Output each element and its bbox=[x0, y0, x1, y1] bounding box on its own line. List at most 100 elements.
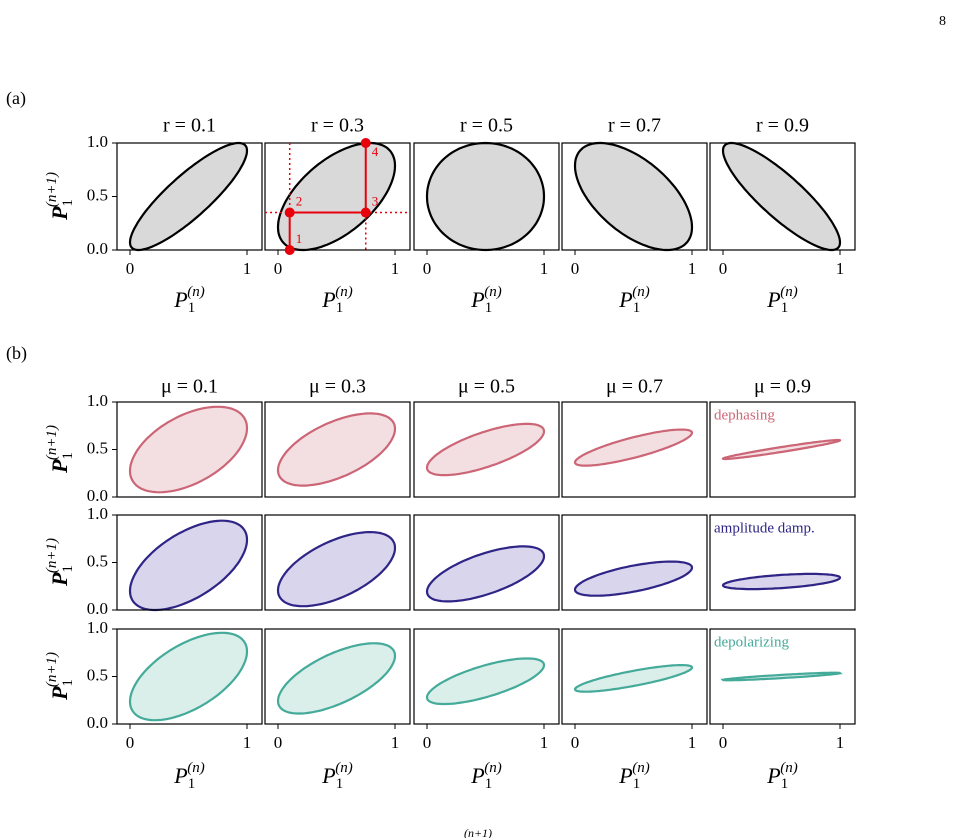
label-sup: (n) bbox=[335, 284, 353, 300]
ellipse-curve bbox=[573, 428, 694, 467]
y-tick-label: 0.5 bbox=[87, 665, 108, 684]
ellipse-curve bbox=[573, 560, 694, 597]
label-sup: (n) bbox=[632, 760, 650, 776]
panel-title: r = 0.5 bbox=[460, 115, 513, 137]
panel-title: μ = 0.7 bbox=[606, 376, 663, 398]
y-tick-label: 1.0 bbox=[87, 504, 108, 523]
axes-frame bbox=[709, 514, 856, 611]
ellipse-curve bbox=[721, 141, 842, 252]
ellipse-curve bbox=[425, 657, 546, 706]
ellipse-curve bbox=[573, 664, 694, 693]
axes-frame bbox=[264, 628, 411, 725]
y-tick-label: 0.0 bbox=[87, 599, 108, 618]
y-tick-label: 1.0 bbox=[87, 391, 108, 410]
x-tick-label: 0 bbox=[423, 259, 432, 278]
label-base: P bbox=[321, 763, 335, 788]
point-label: 2 bbox=[296, 194, 303, 209]
point-label: 4 bbox=[372, 144, 379, 159]
panel-label: (b) bbox=[6, 343, 27, 364]
axes-frame bbox=[413, 142, 560, 251]
label-sup: (n) bbox=[187, 760, 205, 776]
panel-title: μ = 0.1 bbox=[161, 376, 218, 398]
label-base: P bbox=[173, 287, 187, 312]
x-tick-label: 1 bbox=[243, 259, 252, 278]
cobweb-point bbox=[360, 207, 371, 218]
x-axis-label: P1(n) bbox=[173, 760, 204, 792]
label-base: P bbox=[470, 763, 484, 788]
row-label: depolarizing bbox=[714, 634, 789, 650]
label-base: P bbox=[47, 459, 72, 474]
ellipse-curve bbox=[721, 572, 842, 591]
caption-fragment: (n+1) bbox=[464, 826, 492, 838]
label-base: P bbox=[173, 763, 187, 788]
label-sub: 1 bbox=[336, 776, 344, 792]
label-base: P bbox=[618, 287, 632, 312]
ellipse-curve bbox=[128, 519, 249, 612]
x-tick-label: 1 bbox=[391, 733, 400, 752]
point-label: 1 bbox=[296, 231, 303, 246]
x-axis-label: P1(n) bbox=[321, 284, 352, 316]
cobweb-path bbox=[288, 143, 367, 250]
axes-frame bbox=[264, 401, 411, 498]
label-sub: 1 bbox=[188, 300, 196, 316]
label-sub: 1 bbox=[781, 776, 789, 792]
label-sub: 1 bbox=[188, 776, 196, 792]
label-base: P bbox=[47, 206, 72, 221]
x-axis-label: P1(n) bbox=[470, 760, 501, 792]
panel-title: r = 0.1 bbox=[163, 115, 216, 137]
ellipse-curve bbox=[425, 422, 546, 477]
axes-frame bbox=[413, 514, 560, 611]
axes-frame bbox=[561, 401, 708, 498]
ellipse-curve bbox=[721, 438, 842, 461]
axes-frame bbox=[264, 142, 411, 251]
ellipse-curve bbox=[276, 412, 397, 487]
label-sup: (n) bbox=[780, 284, 798, 300]
y-tick-label: 0.5 bbox=[87, 185, 108, 204]
label-sup: (n) bbox=[780, 760, 798, 776]
x-tick-label: 0 bbox=[274, 733, 283, 752]
row-label: amplitude damp. bbox=[714, 520, 815, 536]
x-axis-label: P1(n) bbox=[618, 760, 649, 792]
label-base: P bbox=[47, 686, 72, 701]
panel-title: r = 0.9 bbox=[756, 115, 809, 137]
axes-frame bbox=[413, 401, 560, 498]
x-tick-label: 0 bbox=[719, 733, 728, 752]
y-tick-label: 1.0 bbox=[87, 132, 108, 151]
x-tick-label: 0 bbox=[274, 259, 283, 278]
panel-title: r = 0.3 bbox=[311, 115, 364, 137]
axes-frame bbox=[561, 142, 708, 251]
panel-title: μ = 0.5 bbox=[458, 376, 515, 398]
label-sup: (n+1) bbox=[44, 172, 60, 207]
label-base: P bbox=[618, 763, 632, 788]
x-tick-label: 1 bbox=[836, 259, 845, 278]
page-number: 8 bbox=[939, 14, 946, 29]
ellipse-curve bbox=[425, 141, 546, 252]
x-axis-label: P1(n) bbox=[766, 284, 797, 316]
y-axis-label: P1(n+1) bbox=[44, 538, 76, 587]
axes-frame bbox=[264, 514, 411, 611]
x-tick-label: 0 bbox=[571, 733, 580, 752]
x-tick-label: 1 bbox=[540, 259, 549, 278]
y-axis-label: P1(n+1) bbox=[44, 652, 76, 701]
label-sub: 1 bbox=[485, 300, 493, 316]
label-base: P bbox=[766, 287, 780, 312]
x-tick-label: 0 bbox=[423, 733, 432, 752]
y-tick-label: 0.5 bbox=[87, 438, 108, 457]
label-sub: 1 bbox=[60, 565, 76, 573]
label-sup: (n) bbox=[632, 284, 650, 300]
label-sub: 1 bbox=[60, 679, 76, 687]
axes-frame bbox=[709, 142, 856, 251]
y-tick-label: 1.0 bbox=[87, 618, 108, 637]
label-base: P bbox=[470, 287, 484, 312]
label-sub: 1 bbox=[60, 452, 76, 460]
axes-frame bbox=[561, 514, 708, 611]
label-sub: 1 bbox=[485, 776, 493, 792]
x-tick-label: 0 bbox=[126, 259, 135, 278]
y-axis-label: P1(n+1) bbox=[44, 425, 76, 474]
ellipse-curve bbox=[276, 642, 397, 715]
x-axis-label: P1(n) bbox=[321, 760, 352, 792]
label-base: P bbox=[321, 287, 335, 312]
ellipse-curve bbox=[128, 405, 249, 494]
axes-frame bbox=[561, 628, 708, 725]
